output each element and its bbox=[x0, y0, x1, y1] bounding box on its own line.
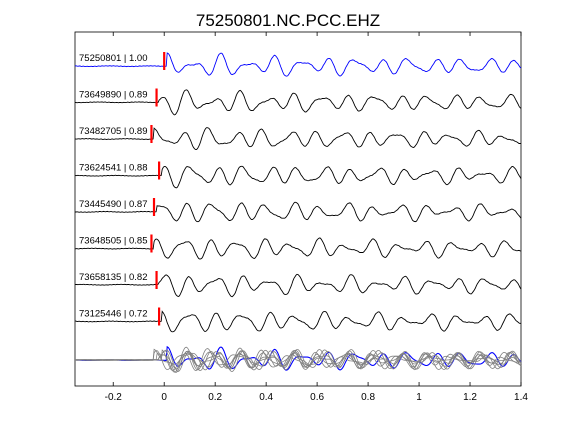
trace-75250801 bbox=[74, 52, 522, 77]
trace-label-73649890: 73649890 | 0.89 bbox=[79, 90, 148, 101]
x-tick-label: 0.6 bbox=[310, 392, 324, 403]
stack-trace-73648505 bbox=[75, 349, 522, 371]
x-tick-label: 0.4 bbox=[259, 392, 273, 403]
trace-label-73648505: 73648505 | 0.85 bbox=[79, 236, 148, 247]
stacked-overlay bbox=[74, 345, 522, 373]
trace-73649890 bbox=[74, 89, 522, 116]
trace-73445490 bbox=[75, 201, 522, 223]
x-tick-label: 1.4 bbox=[514, 392, 528, 403]
trace-label-73445490: 73445490 | 0.87 bbox=[79, 199, 148, 210]
trace-73658135 bbox=[74, 273, 522, 298]
chart-title: 75250801.NC.PCC.EHZ bbox=[196, 11, 380, 30]
trace-73624541 bbox=[74, 165, 522, 189]
stack-trace-73624541 bbox=[75, 350, 522, 373]
trace-label-73624541: 73624541 | 0.88 bbox=[79, 163, 148, 174]
trace-73648505 bbox=[74, 237, 522, 260]
trace-label-73482705: 73482705 | 0.89 bbox=[79, 126, 148, 137]
trace-label-73125446: 73125446 | 0.72 bbox=[79, 309, 148, 320]
pick-markers bbox=[150, 52, 166, 326]
x-tick-label: 0 bbox=[161, 392, 167, 403]
trace-group bbox=[74, 52, 522, 333]
x-tick-label: 0.2 bbox=[208, 392, 222, 403]
stack-trace-73125446 bbox=[75, 349, 522, 371]
x-tick-label: 1.2 bbox=[463, 392, 477, 403]
trace-label-73658135: 73658135 | 0.82 bbox=[79, 272, 148, 283]
trace-73125446 bbox=[75, 310, 522, 333]
trace-73482705 bbox=[74, 127, 522, 151]
trace-label-75250801: 75250801 | 1.00 bbox=[79, 53, 148, 64]
plot-frame bbox=[74, 31, 522, 387]
x-axis: -0.2 0 0.2 0.4 0.6 0.8 1 1.2 1.4 bbox=[105, 32, 528, 403]
x-tick-label: 0.8 bbox=[361, 392, 375, 403]
x-tick-label: -0.2 bbox=[105, 392, 123, 403]
trace-labels: 75250801 | 1.00 73649890 | 0.89 73482705 |… bbox=[79, 53, 148, 320]
x-tick-label: 1 bbox=[416, 392, 422, 403]
